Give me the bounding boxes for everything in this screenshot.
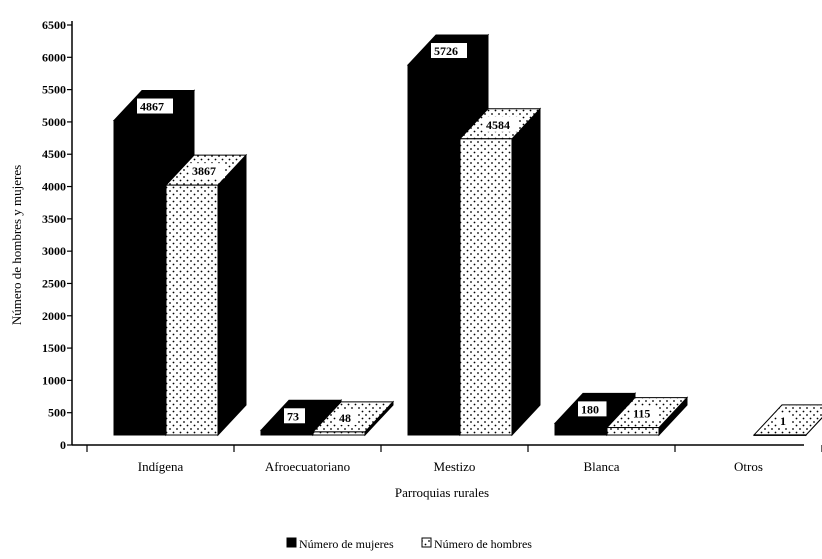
legend-label: Número de mujeres xyxy=(299,537,394,551)
y-tick-label: 3000 xyxy=(42,244,66,258)
y-tick-label: 6500 xyxy=(42,18,66,32)
data-label: 4584 xyxy=(486,118,510,132)
data-label: 1 xyxy=(780,414,786,428)
bars-group xyxy=(112,33,822,437)
y-tick-label: 5000 xyxy=(42,115,66,129)
y-tick-label: 1500 xyxy=(42,341,66,355)
bar-front xyxy=(407,64,461,436)
data-label: 3867 xyxy=(192,164,216,178)
data-label: 180 xyxy=(581,402,599,416)
y-tick-label: 500 xyxy=(48,406,66,420)
legend-label: Número de hombres xyxy=(434,537,532,551)
x-tick-label: Blanca xyxy=(583,459,619,474)
data-label: 115 xyxy=(633,407,650,421)
bar-front xyxy=(312,431,366,436)
x-axis: Indígena Afroecuatoriano Mestizo Blanca Otro… xyxy=(72,444,822,474)
x-tick-label: Otros xyxy=(734,459,763,474)
data-label-bg xyxy=(284,408,305,424)
y-tick-label: 4500 xyxy=(42,147,66,161)
bar xyxy=(458,107,542,437)
y-tick-label: 4000 xyxy=(42,180,66,194)
y-tick-label: 1000 xyxy=(42,373,66,387)
bar-front xyxy=(113,120,167,436)
y-tick-label: 6000 xyxy=(42,50,66,64)
legend-swatch xyxy=(421,537,432,548)
bar-front xyxy=(606,427,660,436)
data-label-bg xyxy=(578,401,607,417)
data-label-bg xyxy=(137,98,173,114)
data-label: 4867 xyxy=(140,100,164,114)
data-label-bg xyxy=(630,405,659,421)
data-labels-group: 4867 73 5726 180 3867 48 4584 115 1 xyxy=(137,43,791,428)
data-label: 5726 xyxy=(434,44,458,58)
bar-front xyxy=(459,138,513,436)
bar-front xyxy=(165,184,219,436)
data-label: 48 xyxy=(339,411,351,425)
y-axis: 0 500 1000 1500 2000 2500 3000 3500 4000 4500 5000… xyxy=(42,18,73,452)
data-label: 73 xyxy=(287,409,299,423)
legend-swatch xyxy=(286,537,297,548)
y-tick-label: 5500 xyxy=(42,83,66,97)
x-tick-label: Indígena xyxy=(138,459,184,474)
bar-side xyxy=(217,153,247,437)
y-tick-label: 2000 xyxy=(42,309,66,323)
bar-front xyxy=(260,429,314,436)
bar-side xyxy=(511,107,541,437)
x-tick-label: Afroecuatoriano xyxy=(265,459,350,474)
y-axis-title: Número de hombres y mujeres xyxy=(9,165,24,325)
data-label-bg xyxy=(777,412,791,428)
data-label-bg xyxy=(189,163,225,179)
data-label-bg xyxy=(336,409,357,425)
legend: Número de mujeres Número de hombres xyxy=(286,537,532,551)
bar-front xyxy=(753,434,807,436)
x-axis-title: Parroquias rurales xyxy=(395,485,489,500)
bar xyxy=(164,153,248,437)
bar-front xyxy=(554,422,608,436)
y-tick-label: 2500 xyxy=(42,276,66,290)
y-tick-label: 0 xyxy=(60,438,66,452)
data-label-bg xyxy=(431,43,467,59)
x-tick-label: Mestizo xyxy=(434,459,476,474)
y-tick-label: 3500 xyxy=(42,212,66,226)
data-label-bg xyxy=(483,116,519,132)
